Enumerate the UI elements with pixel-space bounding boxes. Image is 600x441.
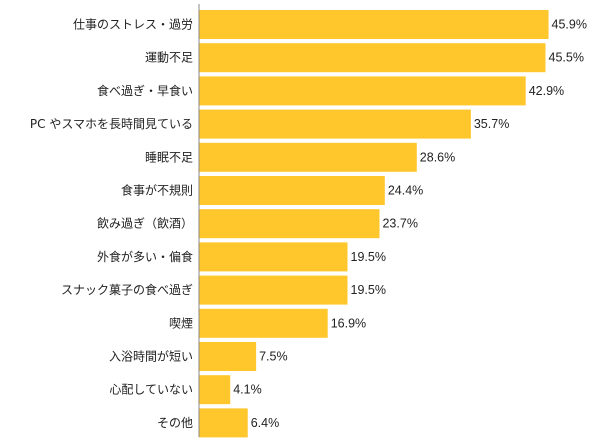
value-label-3: 35.7%: [474, 117, 509, 131]
value-label-12: 6.4%: [251, 416, 280, 430]
category-label-5: 食事が不規則: [121, 183, 193, 198]
value-label-1: 45.5%: [549, 51, 584, 65]
category-label-0: 仕事のストレス・過労: [73, 18, 193, 32]
bar-8: [199, 275, 348, 305]
labels-layer: 仕事のストレス・過労 45.9% 運動不足 45.5% 食べ過ぎ・早食い 42.9% PC …: [30, 18, 587, 430]
bars-layer: [199, 10, 549, 438]
bar-6: [199, 209, 380, 239]
category-label-7: 外食が多い・偏食: [97, 249, 193, 264]
category-label-3: PC やスマホを長時間見ている: [30, 117, 193, 131]
category-label-4: 睡眠不足: [145, 150, 193, 164]
category-label-12: その他: [157, 416, 193, 430]
value-label-4: 28.6%: [420, 150, 455, 164]
bar-5: [199, 176, 385, 205]
category-label-2: 食べ過ぎ・早食い: [97, 83, 193, 98]
value-label-7: 19.5%: [351, 250, 386, 264]
category-label-8: スナック菓子の食べ過ぎ: [61, 282, 193, 297]
category-label-6: 飲み過ぎ（飲酒）: [97, 216, 193, 231]
bar-10: [199, 342, 257, 371]
category-label-1: 運動不足: [145, 51, 193, 65]
value-label-5: 24.4%: [388, 184, 423, 198]
bar-7: [199, 242, 348, 272]
bar-4: [199, 142, 417, 172]
bar-0: [199, 10, 549, 39]
value-label-6: 23.7%: [382, 217, 417, 231]
bar-11: [199, 375, 231, 405]
value-label-8: 19.5%: [351, 283, 386, 297]
value-label-0: 45.9%: [552, 18, 587, 32]
bar-2: [199, 76, 526, 106]
bar-9: [199, 308, 328, 338]
category-label-9: 喫煙: [169, 316, 193, 330]
category-label-10: 入浴時間が短い: [109, 349, 193, 364]
value-label-10: 7.5%: [259, 350, 288, 364]
bar-1: [199, 43, 546, 73]
value-label-9: 16.9%: [331, 316, 366, 330]
bar-3: [199, 109, 471, 139]
value-label-11: 4.1%: [233, 383, 262, 397]
category-label-11: 心配していない: [109, 383, 193, 397]
value-label-2: 42.9%: [529, 84, 564, 98]
bar-12: [199, 408, 248, 438]
